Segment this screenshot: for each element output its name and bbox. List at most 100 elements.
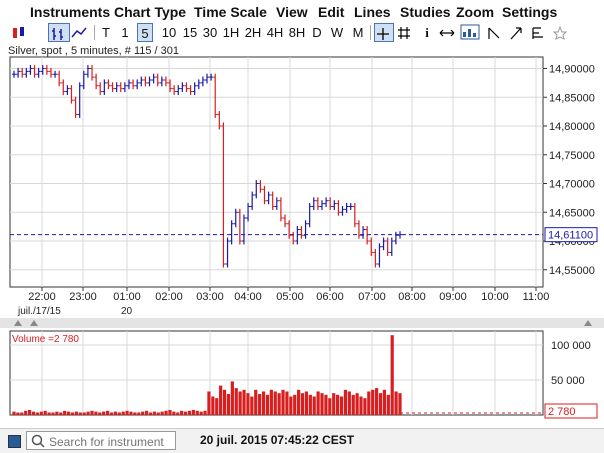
volume-bar xyxy=(183,411,188,415)
volume-bar xyxy=(16,412,20,415)
volume-bar xyxy=(328,398,332,415)
volume-axis-label: 100 000 xyxy=(551,340,591,352)
timeframe-w[interactable]: W xyxy=(330,25,344,40)
menu-edit[interactable]: Edit xyxy=(318,4,345,20)
volume-bar xyxy=(180,410,184,415)
volume-bar xyxy=(195,410,199,415)
volume-bar xyxy=(148,412,153,415)
menu-settings[interactable]: Settings xyxy=(502,4,558,20)
timeframe-m[interactable]: M xyxy=(352,25,364,40)
volume-bar xyxy=(191,409,195,415)
volume-bar xyxy=(113,411,117,415)
time-axis-label: 05:00 xyxy=(276,291,304,303)
volume-bar xyxy=(211,396,215,415)
current-price-label: 14,61100 xyxy=(548,230,593,242)
line-chart-icon[interactable] xyxy=(70,23,92,42)
info-icon[interactable]: i xyxy=(425,25,429,40)
volume-bar xyxy=(269,389,273,415)
volume-bar xyxy=(24,410,28,415)
volume-bar xyxy=(304,391,309,415)
candle-chart-icon[interactable] xyxy=(10,23,32,42)
volume-bar xyxy=(339,396,344,415)
trend-icon[interactable] xyxy=(508,23,528,42)
timeframe-2h[interactable]: 2H xyxy=(244,25,262,40)
menu-studies[interactable]: Studies xyxy=(400,4,451,20)
volume-bar xyxy=(59,412,63,415)
status-indicator-icon xyxy=(8,435,21,448)
fib-icon[interactable] xyxy=(530,23,550,42)
date-label: juil./17/15 xyxy=(17,306,61,317)
volume-bar xyxy=(86,411,90,415)
volume-bar xyxy=(160,411,164,415)
timeframe-1h[interactable]: 1H xyxy=(222,25,240,40)
menu-time-scale[interactable]: Time Scale xyxy=(194,4,267,20)
volume-bar xyxy=(109,412,114,415)
volume-bar xyxy=(347,391,351,415)
volume-bar xyxy=(398,393,402,415)
volume-bar xyxy=(254,389,258,415)
volume-bar xyxy=(129,411,133,415)
timeframe-4h[interactable]: 4H xyxy=(266,25,284,40)
volume-bar xyxy=(164,410,168,415)
price-axis-label: 14,90000 xyxy=(549,64,595,76)
time-axis-label: 07:00 xyxy=(358,291,386,303)
bar-chart-icon[interactable] xyxy=(48,23,70,42)
volume-bar xyxy=(215,398,219,415)
status-datetime: 20 juil. 2015 07:45:22 CEST xyxy=(200,433,355,447)
volume-bar xyxy=(94,411,98,415)
menu-zoom[interactable]: Zoom xyxy=(456,4,495,20)
volume-bar xyxy=(230,381,234,415)
volume-bar xyxy=(31,411,36,415)
search-input[interactable] xyxy=(47,433,176,450)
menu-lines[interactable]: Lines xyxy=(354,4,391,20)
volume-bar xyxy=(43,410,47,415)
menu-instruments[interactable]: Instruments xyxy=(30,4,111,20)
volume-bar xyxy=(382,389,387,415)
timeframe-15[interactable]: 15 xyxy=(182,25,198,40)
volume-bar xyxy=(70,412,75,415)
draw-line-icon[interactable] xyxy=(486,23,506,42)
volume-bar xyxy=(312,396,316,415)
time-axis-label: 02:00 xyxy=(155,291,183,303)
timeframe-5[interactable]: 5 xyxy=(137,23,153,42)
volume-bar xyxy=(55,411,59,415)
timeframe-10[interactable]: 10 xyxy=(161,25,177,40)
toolbar-separator xyxy=(370,25,371,40)
timeframe-t[interactable]: T xyxy=(102,25,110,40)
volume-bar xyxy=(168,409,172,415)
grid-icon[interactable] xyxy=(396,23,416,42)
volume-bar xyxy=(78,412,82,415)
crosshair-icon[interactable] xyxy=(374,23,394,42)
volume-bar xyxy=(144,410,149,415)
volume-bar xyxy=(332,393,336,415)
chart-svg[interactable]: 14,90000 14,85000 14,80000 14,75000 14,70000… xyxy=(0,0,604,428)
volume-bar xyxy=(351,394,355,415)
search-box[interactable] xyxy=(26,431,176,450)
timeframe-d[interactable]: D xyxy=(312,25,322,40)
menu-view[interactable]: View xyxy=(276,4,308,20)
collapse-arrow-icon xyxy=(14,320,22,326)
timeframe-8h[interactable]: 8H xyxy=(288,25,306,40)
menu-chart-type[interactable]: Chart Type xyxy=(114,4,187,20)
time-axis-label: 04:00 xyxy=(234,291,262,303)
volume-bar xyxy=(378,393,383,415)
time-axis-label: 01:00 xyxy=(113,291,141,303)
volume-bar xyxy=(297,389,301,415)
volume-bar xyxy=(98,412,102,415)
volume-bar xyxy=(265,394,270,415)
price-axis-label: 14,85000 xyxy=(549,92,595,104)
pin-icon[interactable] xyxy=(552,23,572,42)
time-axis-label: 23:00 xyxy=(69,291,97,303)
volume-bar xyxy=(39,411,43,415)
volume-bar xyxy=(35,412,39,415)
volume-bar xyxy=(74,411,78,415)
volume-bar xyxy=(207,391,211,415)
arrows-icon[interactable] xyxy=(438,23,458,42)
volume-bar xyxy=(273,391,277,415)
volume-bar xyxy=(246,393,250,415)
volume-bar xyxy=(66,411,71,415)
vol-icon[interactable] xyxy=(460,23,482,42)
timeframe-1[interactable]: 1 xyxy=(121,25,129,40)
timeframe-30[interactable]: 30 xyxy=(202,25,218,40)
volume-bar xyxy=(137,412,141,415)
